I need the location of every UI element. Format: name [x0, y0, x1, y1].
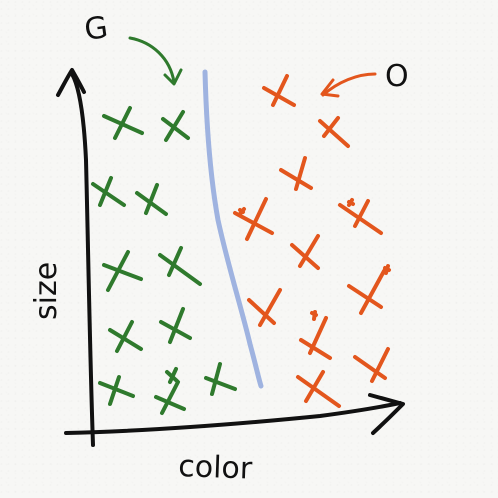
- orange-x-mark: [296, 370, 341, 408]
- orange-x-mark: [262, 74, 296, 107]
- orange-x-mark: [233, 197, 274, 241]
- orange-arrow: [321, 72, 377, 97]
- orange-x-mark: [353, 347, 390, 383]
- orange-x-mark: [347, 269, 386, 315]
- orange-x-mark: [290, 234, 320, 270]
- y-axis-arrowhead: [56, 68, 86, 97]
- decision-boundary-line: [202, 69, 264, 389]
- orange-x-mark: [338, 199, 383, 235]
- axes: [56, 68, 405, 447]
- x-axis-arrowhead: [368, 393, 405, 435]
- y-axis-label: size: [29, 262, 64, 320]
- green-x-mark: [165, 367, 179, 384]
- orange-arrowhead: [320, 78, 340, 98]
- labels: G O color size: [29, 10, 409, 487]
- green-x-mark: [102, 250, 143, 292]
- green-x-mark: [102, 106, 144, 140]
- y-axis-line: [70, 72, 95, 447]
- x-axis-line: [64, 401, 402, 435]
- orange-x-mark: [310, 310, 318, 321]
- green-x-mark: [108, 320, 143, 353]
- green-x-mark: [135, 183, 168, 216]
- green-x-mark: [159, 307, 192, 344]
- green-label: G: [82, 10, 110, 48]
- green-x-mark: [204, 362, 237, 396]
- orange-x-mark: [347, 198, 355, 207]
- x-axis-label: color: [178, 449, 254, 487]
- orange-x-mark: [383, 264, 391, 275]
- orange-x-mark: [299, 316, 332, 360]
- orange-label: O: [385, 59, 409, 94]
- orange-marks: [233, 74, 391, 408]
- orange-x-mark: [247, 288, 282, 327]
- orange-x-mark: [238, 207, 246, 216]
- orange-x-mark: [279, 156, 313, 191]
- green-x-mark: [98, 375, 135, 406]
- green-arrowhead: [163, 68, 183, 86]
- green-arrow: [128, 36, 176, 84]
- green-x-mark: [158, 246, 202, 286]
- green-marks: [91, 106, 237, 415]
- green-x-mark: [154, 380, 186, 415]
- orange-x-mark: [318, 116, 350, 148]
- green-x-mark: [91, 176, 126, 207]
- green-x-mark: [161, 110, 190, 142]
